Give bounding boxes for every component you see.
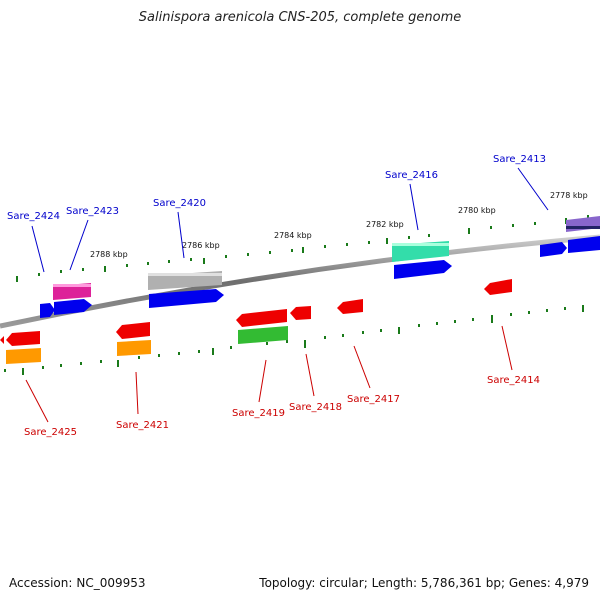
forward-gene-labels: Sare_2424 Sare_2423 Sare_2420 Sare_2416 …: [7, 154, 546, 222]
tick-label-2786: 2786 kbp: [182, 241, 220, 250]
tick-label-2780: 2780 kbp: [458, 206, 496, 215]
genome-summary: Topology: circular; Length: 5,786,361 bp…: [259, 576, 589, 590]
scale-tick-labels: 2788 kbp 2786 kbp 2784 kbp 2782 kbp 2780…: [90, 191, 588, 259]
topology-label: Topology:: [259, 576, 316, 590]
tick-label-2778: 2778 kbp: [550, 191, 588, 200]
gene-label-sare-2418[interactable]: Sare_2418: [289, 402, 342, 413]
gene-feature[interactable]: [394, 260, 452, 279]
gene-feature[interactable]: [568, 236, 600, 253]
gene-feature-highlight: [392, 243, 449, 246]
gene-feature[interactable]: [337, 299, 363, 314]
gene-label-sare-2417[interactable]: Sare_2417: [347, 394, 400, 405]
gene-feature-highlight: [148, 273, 222, 276]
gene-feature[interactable]: [236, 309, 287, 327]
gene-feature[interactable]: [484, 279, 512, 295]
gene-feature[interactable]: [40, 303, 55, 318]
genes-value: 4,979: [554, 576, 589, 590]
gene-feature[interactable]: [116, 322, 150, 339]
gene-label-sare-2421[interactable]: Sare_2421: [116, 420, 169, 431]
gene-feature[interactable]: [238, 326, 288, 344]
length-value: 5,786,361 bp: [420, 576, 501, 590]
map-title: Salinispora arenicola CNS-205, complete …: [138, 10, 462, 25]
tick-label-2782: 2782 kbp: [366, 220, 404, 229]
gene-feature[interactable]: [540, 242, 567, 257]
gene-feature-highlight: [566, 226, 600, 229]
gene-label-sare-2419[interactable]: Sare_2419: [232, 408, 285, 419]
gene-feature[interactable]: [53, 283, 91, 300]
reverse-gene-labels: Sare_2425 Sare_2421 Sare_2419 Sare_2418 …: [24, 375, 540, 438]
topology-value: circular: [319, 576, 364, 590]
accession-info: Accession: NC_009953: [9, 576, 146, 590]
gene-label-sare-2423[interactable]: Sare_2423: [66, 206, 119, 217]
gene-label-sare-2425[interactable]: Sare_2425: [24, 427, 77, 438]
gene-feature[interactable]: [6, 348, 41, 364]
gene-label-sare-2420[interactable]: Sare_2420: [153, 198, 206, 209]
length-label: Length:: [371, 576, 418, 590]
scale-ticks-inner: [4, 305, 584, 375]
gene-feature[interactable]: [117, 340, 151, 356]
gene-feature[interactable]: [54, 299, 92, 315]
gene-label-sare-2414[interactable]: Sare_2414: [487, 375, 540, 386]
tick-label-2784: 2784 kbp: [274, 231, 312, 240]
gene-label-sare-2416[interactable]: Sare_2416: [385, 170, 438, 181]
gene-feature[interactable]: [290, 306, 311, 320]
gene-feature[interactable]: [6, 331, 40, 346]
accession-label: Accession:: [9, 576, 73, 590]
label-leaders: [25, 167, 549, 423]
genes-label: Genes:: [508, 576, 551, 590]
tick-label-2788: 2788 kbp: [90, 250, 128, 259]
gene-label-sare-2424[interactable]: Sare_2424: [7, 211, 60, 222]
gene-feature[interactable]: [392, 241, 449, 262]
scale-ticks-outer: [16, 215, 589, 282]
accession-value: NC_009953: [76, 576, 146, 590]
gene-feature[interactable]: [149, 289, 224, 308]
gene-feature[interactable]: [0, 336, 4, 344]
forward-genes: [40, 216, 600, 318]
gene-label-sare-2413[interactable]: Sare_2413: [493, 154, 546, 165]
gene-feature[interactable]: [566, 216, 600, 232]
gene-feature-highlight: [53, 284, 91, 287]
reverse-genes: [0, 279, 512, 364]
